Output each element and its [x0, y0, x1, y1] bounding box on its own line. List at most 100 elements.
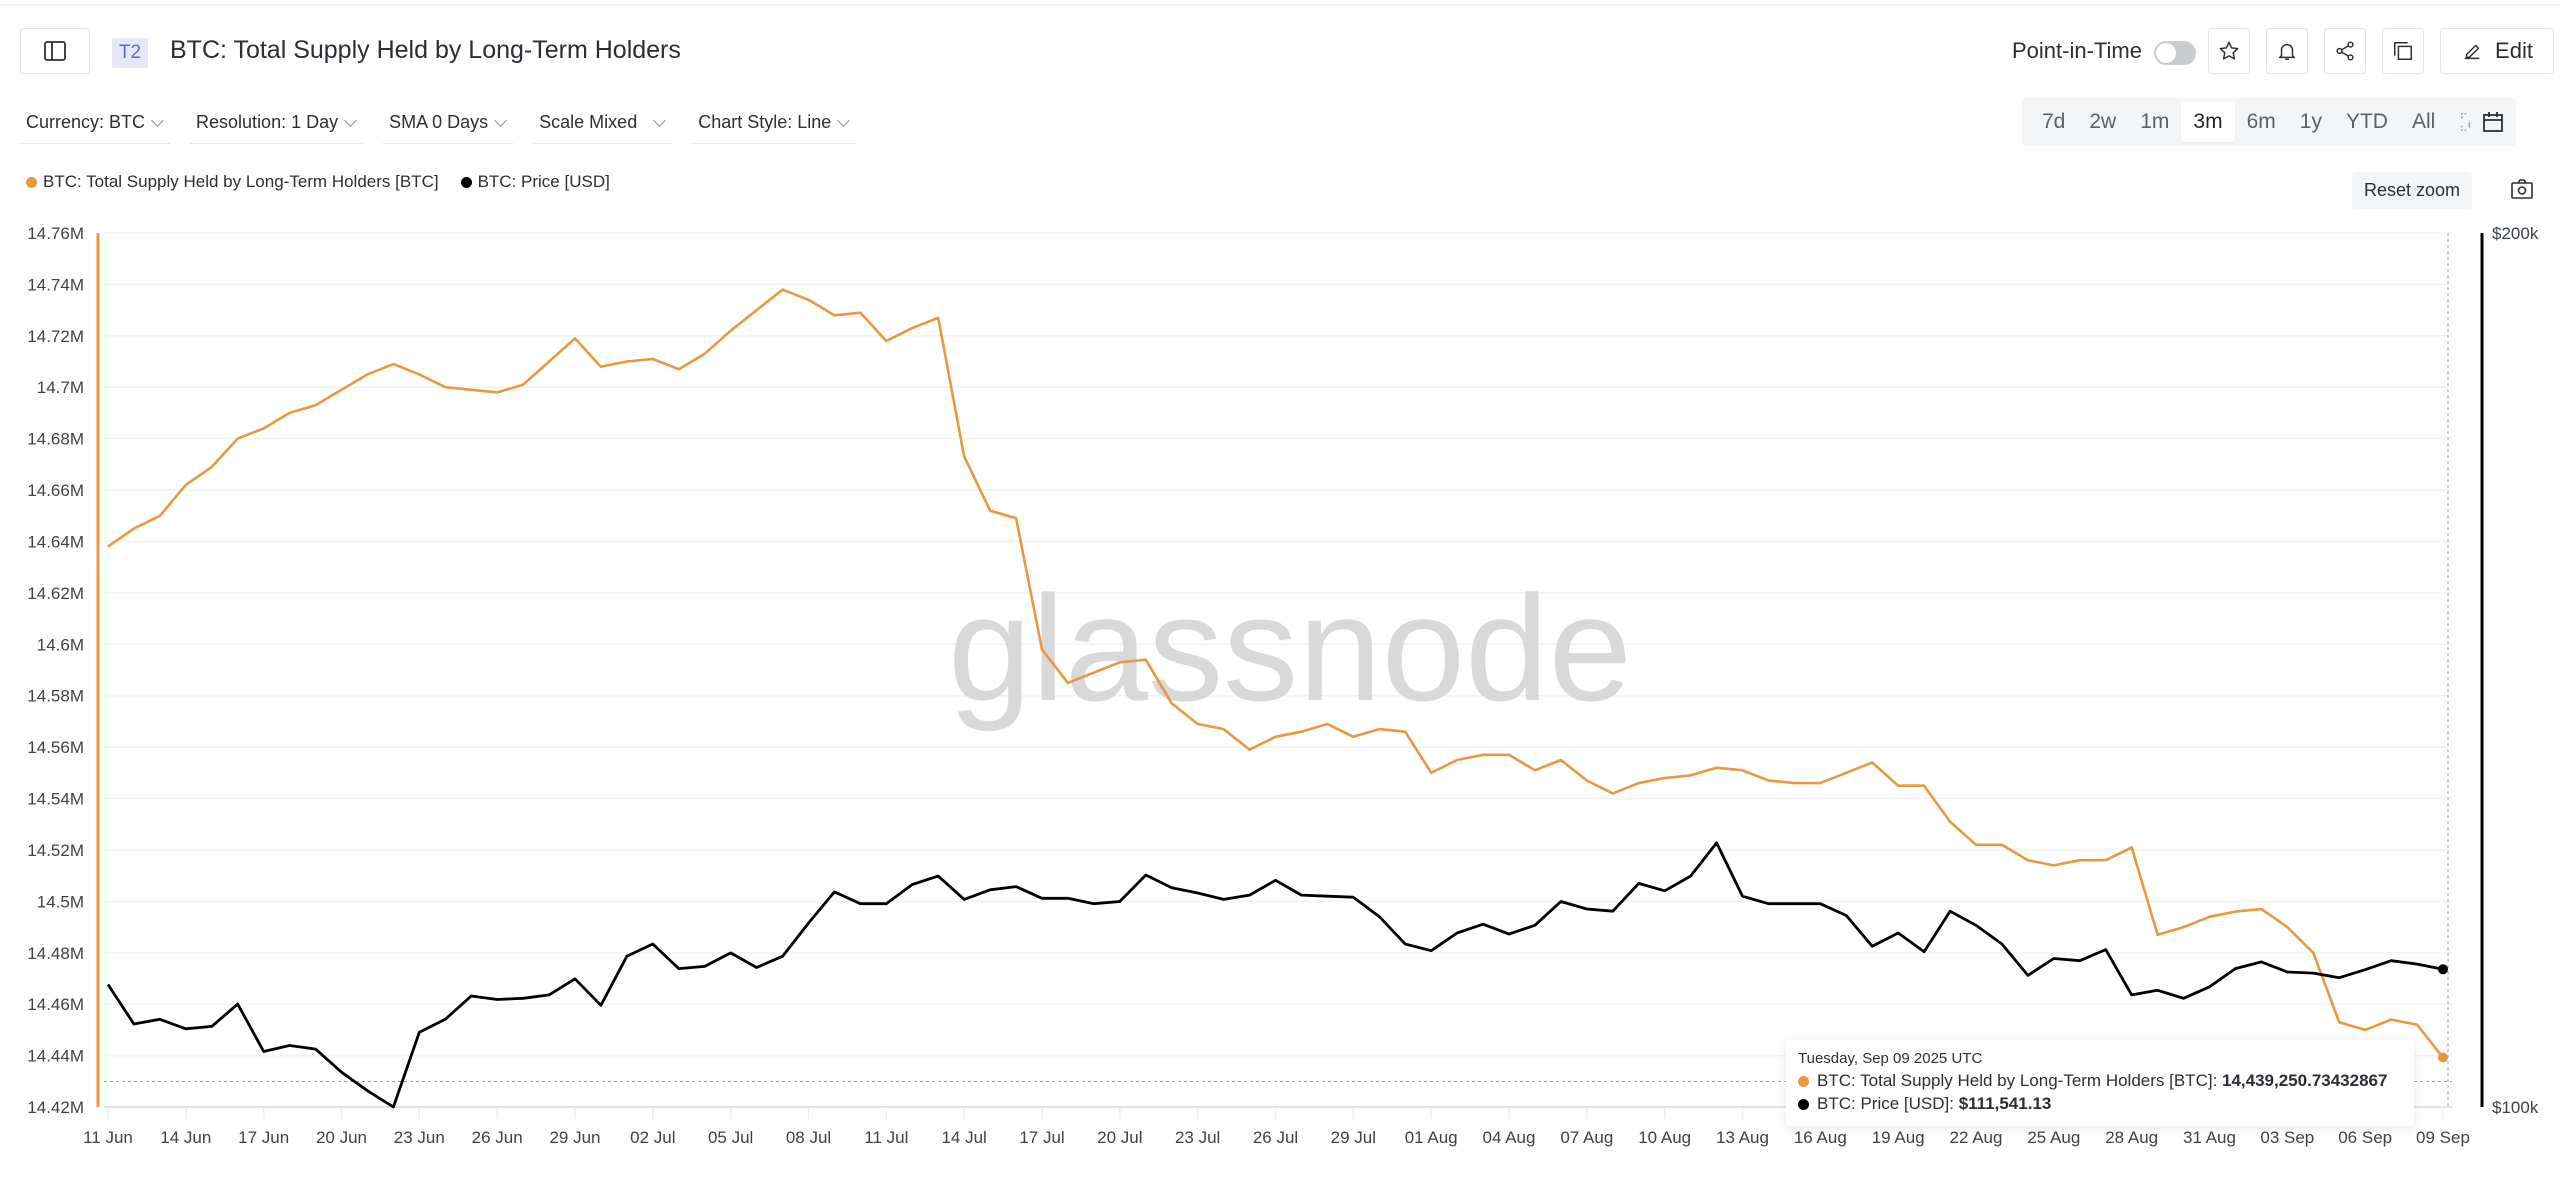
svg-text:14.56M: 14.56M — [27, 738, 84, 757]
edit-label: Edit — [2495, 38, 2533, 63]
header: T2 BTC: Total Supply Held by Long-Term H… — [0, 24, 2560, 80]
chart-tooltip: Tuesday, Sep 09 2025 UTC BTC: Total Supp… — [1786, 1040, 2414, 1126]
svg-text:16 Aug: 16 Aug — [1794, 1128, 1847, 1147]
svg-text:14.5M: 14.5M — [37, 892, 84, 911]
chart-style-value: Chart Style: Line — [698, 112, 832, 132]
svg-text:23 Jun: 23 Jun — [394, 1128, 445, 1147]
chart-legend: BTC: Total Supply Held by Long-Term Hold… — [26, 172, 610, 192]
svg-text:09 Sep: 09 Sep — [2416, 1128, 2470, 1147]
sma-dropdown[interactable]: SMA 0 Days — [383, 108, 514, 144]
svg-text:glassnode: glassnode — [948, 564, 1632, 732]
range-7d[interactable]: 7d — [2042, 110, 2066, 133]
svg-text:14 Jul: 14 Jul — [941, 1128, 986, 1147]
svg-text:14.52M: 14.52M — [27, 841, 84, 860]
currency-value: Currency: BTC — [26, 112, 146, 132]
svg-text:29 Jun: 29 Jun — [549, 1128, 600, 1147]
range-1y[interactable]: 1y — [2299, 110, 2322, 133]
svg-text:05 Jul: 05 Jul — [708, 1128, 753, 1147]
currency-dropdown[interactable]: Currency: BTC — [20, 108, 171, 144]
reset-zoom-button[interactable]: Reset zoom — [2352, 172, 2473, 209]
range-ytd[interactable]: YTD — [2345, 110, 2388, 133]
svg-text:31 Aug: 31 Aug — [2183, 1128, 2236, 1147]
svg-text:$200k: $200k — [2492, 224, 2539, 243]
page-title: BTC: Total Supply Held by Long-Term Hold… — [170, 36, 681, 64]
black-dot-icon — [1798, 1098, 1809, 1110]
svg-text:17 Jul: 17 Jul — [1019, 1128, 1064, 1147]
tooltip-value: $111,541.13 — [1958, 1094, 2052, 1113]
svg-text:13 Aug: 13 Aug — [1716, 1128, 1769, 1147]
black-dot-icon — [460, 176, 472, 188]
share-icon — [2336, 41, 2354, 61]
tooltip-label: BTC: Price [USD]: — [1817, 1094, 1959, 1113]
svg-text:14.7M: 14.7M — [37, 378, 84, 397]
bell-icon — [2278, 43, 2296, 60]
svg-text:10 Aug: 10 Aug — [1638, 1128, 1691, 1147]
svg-text:08 Jul: 08 Jul — [786, 1128, 831, 1147]
svg-text:14.62M: 14.62M — [27, 584, 84, 603]
svg-text:14.48M: 14.48M — [27, 944, 84, 963]
svg-text:14.66M: 14.66M — [27, 481, 84, 500]
svg-text:11 Jun: 11 Jun — [83, 1128, 133, 1147]
svg-text:19 Aug: 19 Aug — [1872, 1128, 1925, 1147]
resolution-value: Resolution: 1 Day — [196, 112, 339, 132]
legend-label: BTC: Total Supply Held by Long-Term Hold… — [43, 172, 439, 191]
range-6m[interactable]: 6m — [2246, 110, 2276, 133]
top-divider — [0, 4, 2560, 6]
svg-text:20 Jul: 20 Jul — [1097, 1128, 1142, 1147]
range-2w[interactable]: 2w — [2089, 110, 2117, 133]
range-1m[interactable]: 1m — [2140, 110, 2170, 133]
tooltip-row-price: BTC: Price [USD]: $111,541.13 — [1798, 1094, 2402, 1114]
svg-text:03 Sep: 03 Sep — [2260, 1128, 2314, 1147]
share-button[interactable] — [2324, 28, 2366, 74]
copy-icon — [2394, 42, 2412, 60]
svg-text:14.42M: 14.42M — [27, 1098, 84, 1117]
svg-text:22 Aug: 22 Aug — [1950, 1128, 2003, 1147]
svg-text:23 Jul: 23 Jul — [1175, 1128, 1220, 1147]
svg-text:14.74M: 14.74M — [27, 275, 84, 294]
svg-text:01 Aug: 01 Aug — [1405, 1128, 1458, 1147]
svg-text:$100k: $100k — [2492, 1098, 2539, 1117]
svg-text:14.44M: 14.44M — [27, 1047, 84, 1066]
favorite-button[interactable] — [2208, 28, 2250, 74]
svg-text:11 Jul: 11 Jul — [864, 1128, 908, 1147]
range-all[interactable]: All — [2411, 110, 2436, 133]
point-in-time-toggle[interactable] — [2154, 41, 2196, 65]
svg-text:29 Jul: 29 Jul — [1331, 1128, 1376, 1147]
svg-text:02 Jul: 02 Jul — [630, 1128, 675, 1147]
edit-button[interactable]: Edit — [2440, 28, 2554, 74]
svg-text:14.72M: 14.72M — [27, 327, 84, 346]
camera-icon — [2511, 179, 2533, 199]
chart-controls: Currency: BTC Resolution: 1 Day SMA 0 Da… — [20, 108, 857, 144]
orange-dot-icon — [26, 176, 37, 188]
svg-text:20 Jun: 20 Jun — [316, 1128, 367, 1147]
alert-button[interactable] — [2266, 28, 2308, 74]
range-3m[interactable]: 3m — [2181, 102, 2235, 142]
calendar-icon — [2483, 112, 2503, 132]
date-picker-button[interactable] — [2470, 98, 2516, 146]
resolution-dropdown[interactable]: Resolution: 1 Day — [190, 108, 364, 144]
legend-item-price[interactable]: BTC: Price [USD] — [460, 172, 610, 192]
svg-text:14.6M: 14.6M — [37, 635, 84, 654]
legend-label: BTC: Price [USD] — [477, 172, 610, 191]
duplicate-button[interactable] — [2382, 28, 2424, 74]
svg-text:07 Aug: 07 Aug — [1560, 1128, 1613, 1147]
orange-dot-icon — [1798, 1075, 1809, 1087]
pencil-icon — [2464, 44, 2480, 60]
scale-dropdown[interactable]: Scale Mixed — [533, 108, 673, 144]
svg-text:14.54M: 14.54M — [27, 790, 84, 809]
screenshot-button[interactable] — [2510, 178, 2534, 205]
svg-text:14.64M: 14.64M — [27, 532, 84, 551]
toggle-sidebar-button[interactable] — [20, 28, 90, 74]
svg-text:26 Jul: 26 Jul — [1253, 1128, 1298, 1147]
tooltip-label: BTC: Total Supply Held by Long-Term Hold… — [1817, 1071, 2223, 1090]
scale-value: Scale Mixed — [539, 112, 638, 132]
chart-style-dropdown[interactable]: Chart Style: Line — [692, 108, 857, 144]
sidebar-icon — [44, 41, 66, 61]
legend-item-lth-supply[interactable]: BTC: Total Supply Held by Long-Term Hold… — [26, 172, 439, 192]
svg-text:28 Aug: 28 Aug — [2105, 1128, 2158, 1147]
sma-value: SMA 0 Days — [389, 112, 489, 132]
tooltip-date: Tuesday, Sep 09 2025 UTC — [1798, 1050, 1983, 1067]
time-range-selector: 7d 2w 1m 3m 6m 1y YTD All — [2022, 98, 2502, 146]
tooltip-value: 14,439,250.73432867 — [2222, 1071, 2388, 1090]
